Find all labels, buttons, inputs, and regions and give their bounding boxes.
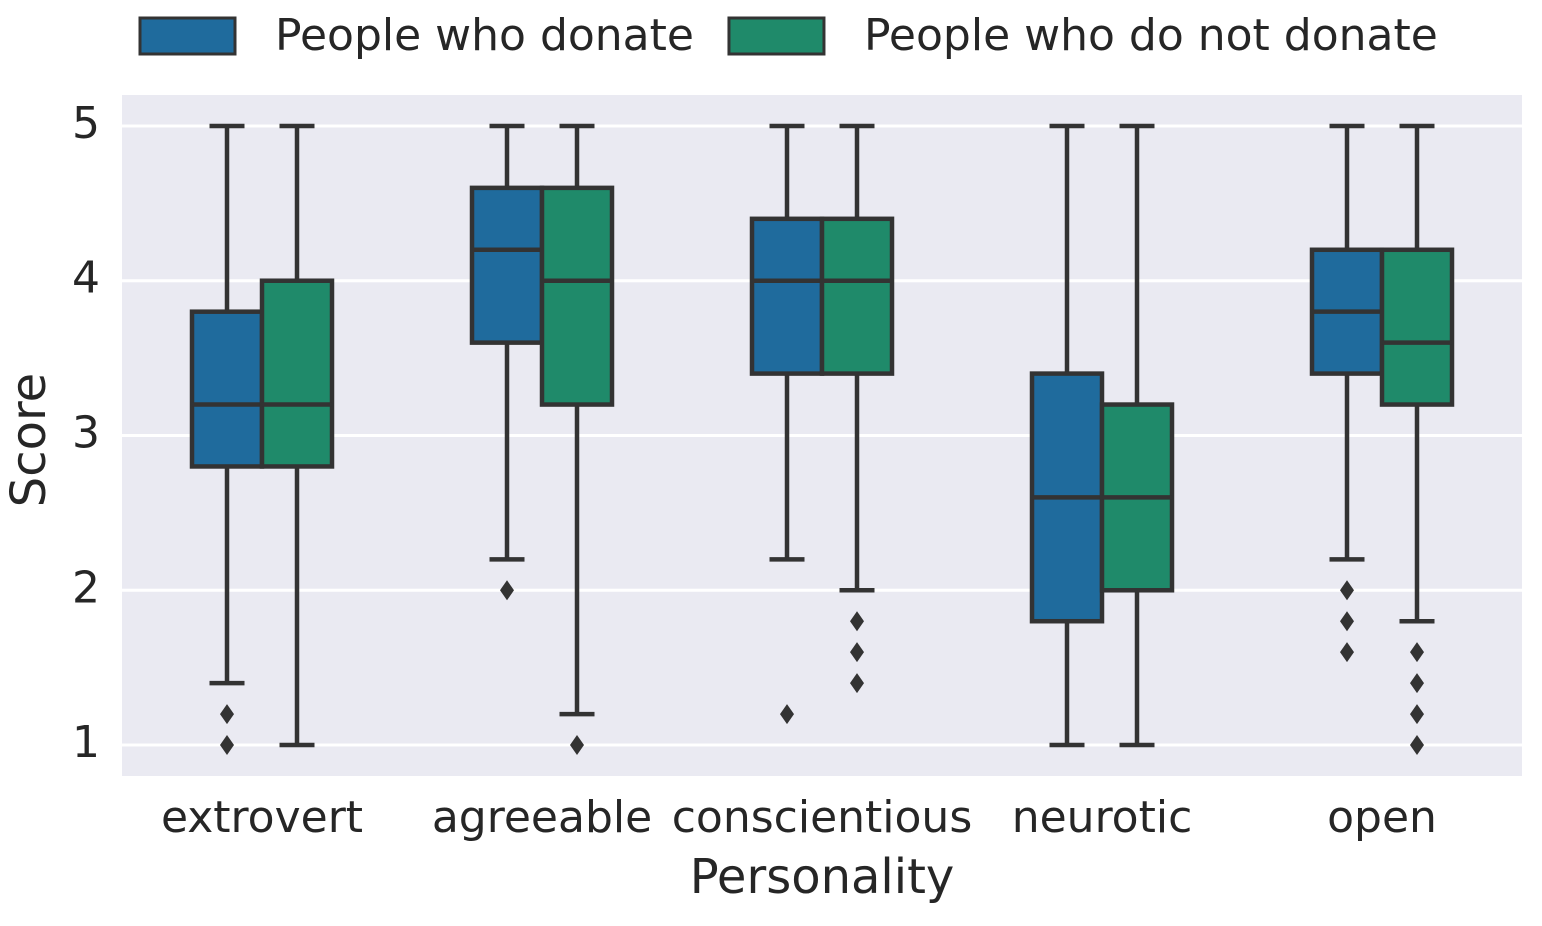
outlier — [1340, 611, 1354, 632]
box — [469, 185, 545, 345]
outlier — [500, 580, 514, 601]
outlier — [780, 704, 794, 725]
y-tick-label: 2 — [72, 562, 100, 613]
legend-label: People who do not donate — [864, 10, 1438, 61]
outlier — [850, 642, 864, 663]
box — [1379, 247, 1455, 407]
box — [539, 185, 615, 407]
x-tick-label: conscientious — [672, 792, 973, 843]
y-axis-label: Score — [1, 373, 57, 507]
x-tick-label: extrovert — [161, 792, 363, 843]
x-tick-label: neurotic — [1012, 792, 1193, 843]
outlier — [570, 735, 584, 756]
box — [259, 278, 335, 469]
box — [819, 216, 895, 376]
outlier — [1410, 642, 1424, 663]
x-tick-label: agreeable — [432, 792, 652, 843]
outlier — [1340, 642, 1354, 663]
x-axis-label: Personality — [690, 849, 955, 905]
y-tick-label: 5 — [72, 98, 100, 149]
outlier — [1410, 704, 1424, 725]
legend-swatch — [727, 16, 826, 56]
outlier — [850, 673, 864, 694]
outlier — [220, 735, 234, 756]
y-tick-label: 3 — [72, 408, 100, 459]
legend-swatch — [138, 16, 237, 56]
y-tick-label: 4 — [72, 253, 100, 304]
y-tick-label: 1 — [72, 717, 100, 768]
x-tick-label: open — [1327, 792, 1437, 843]
legend-label: People who donate — [275, 10, 694, 61]
box — [189, 309, 265, 469]
outlier — [850, 611, 864, 632]
box — [749, 216, 825, 376]
outlier — [1410, 673, 1424, 694]
outlier — [1340, 580, 1354, 601]
outlier — [1410, 735, 1424, 756]
outlier — [220, 704, 234, 725]
